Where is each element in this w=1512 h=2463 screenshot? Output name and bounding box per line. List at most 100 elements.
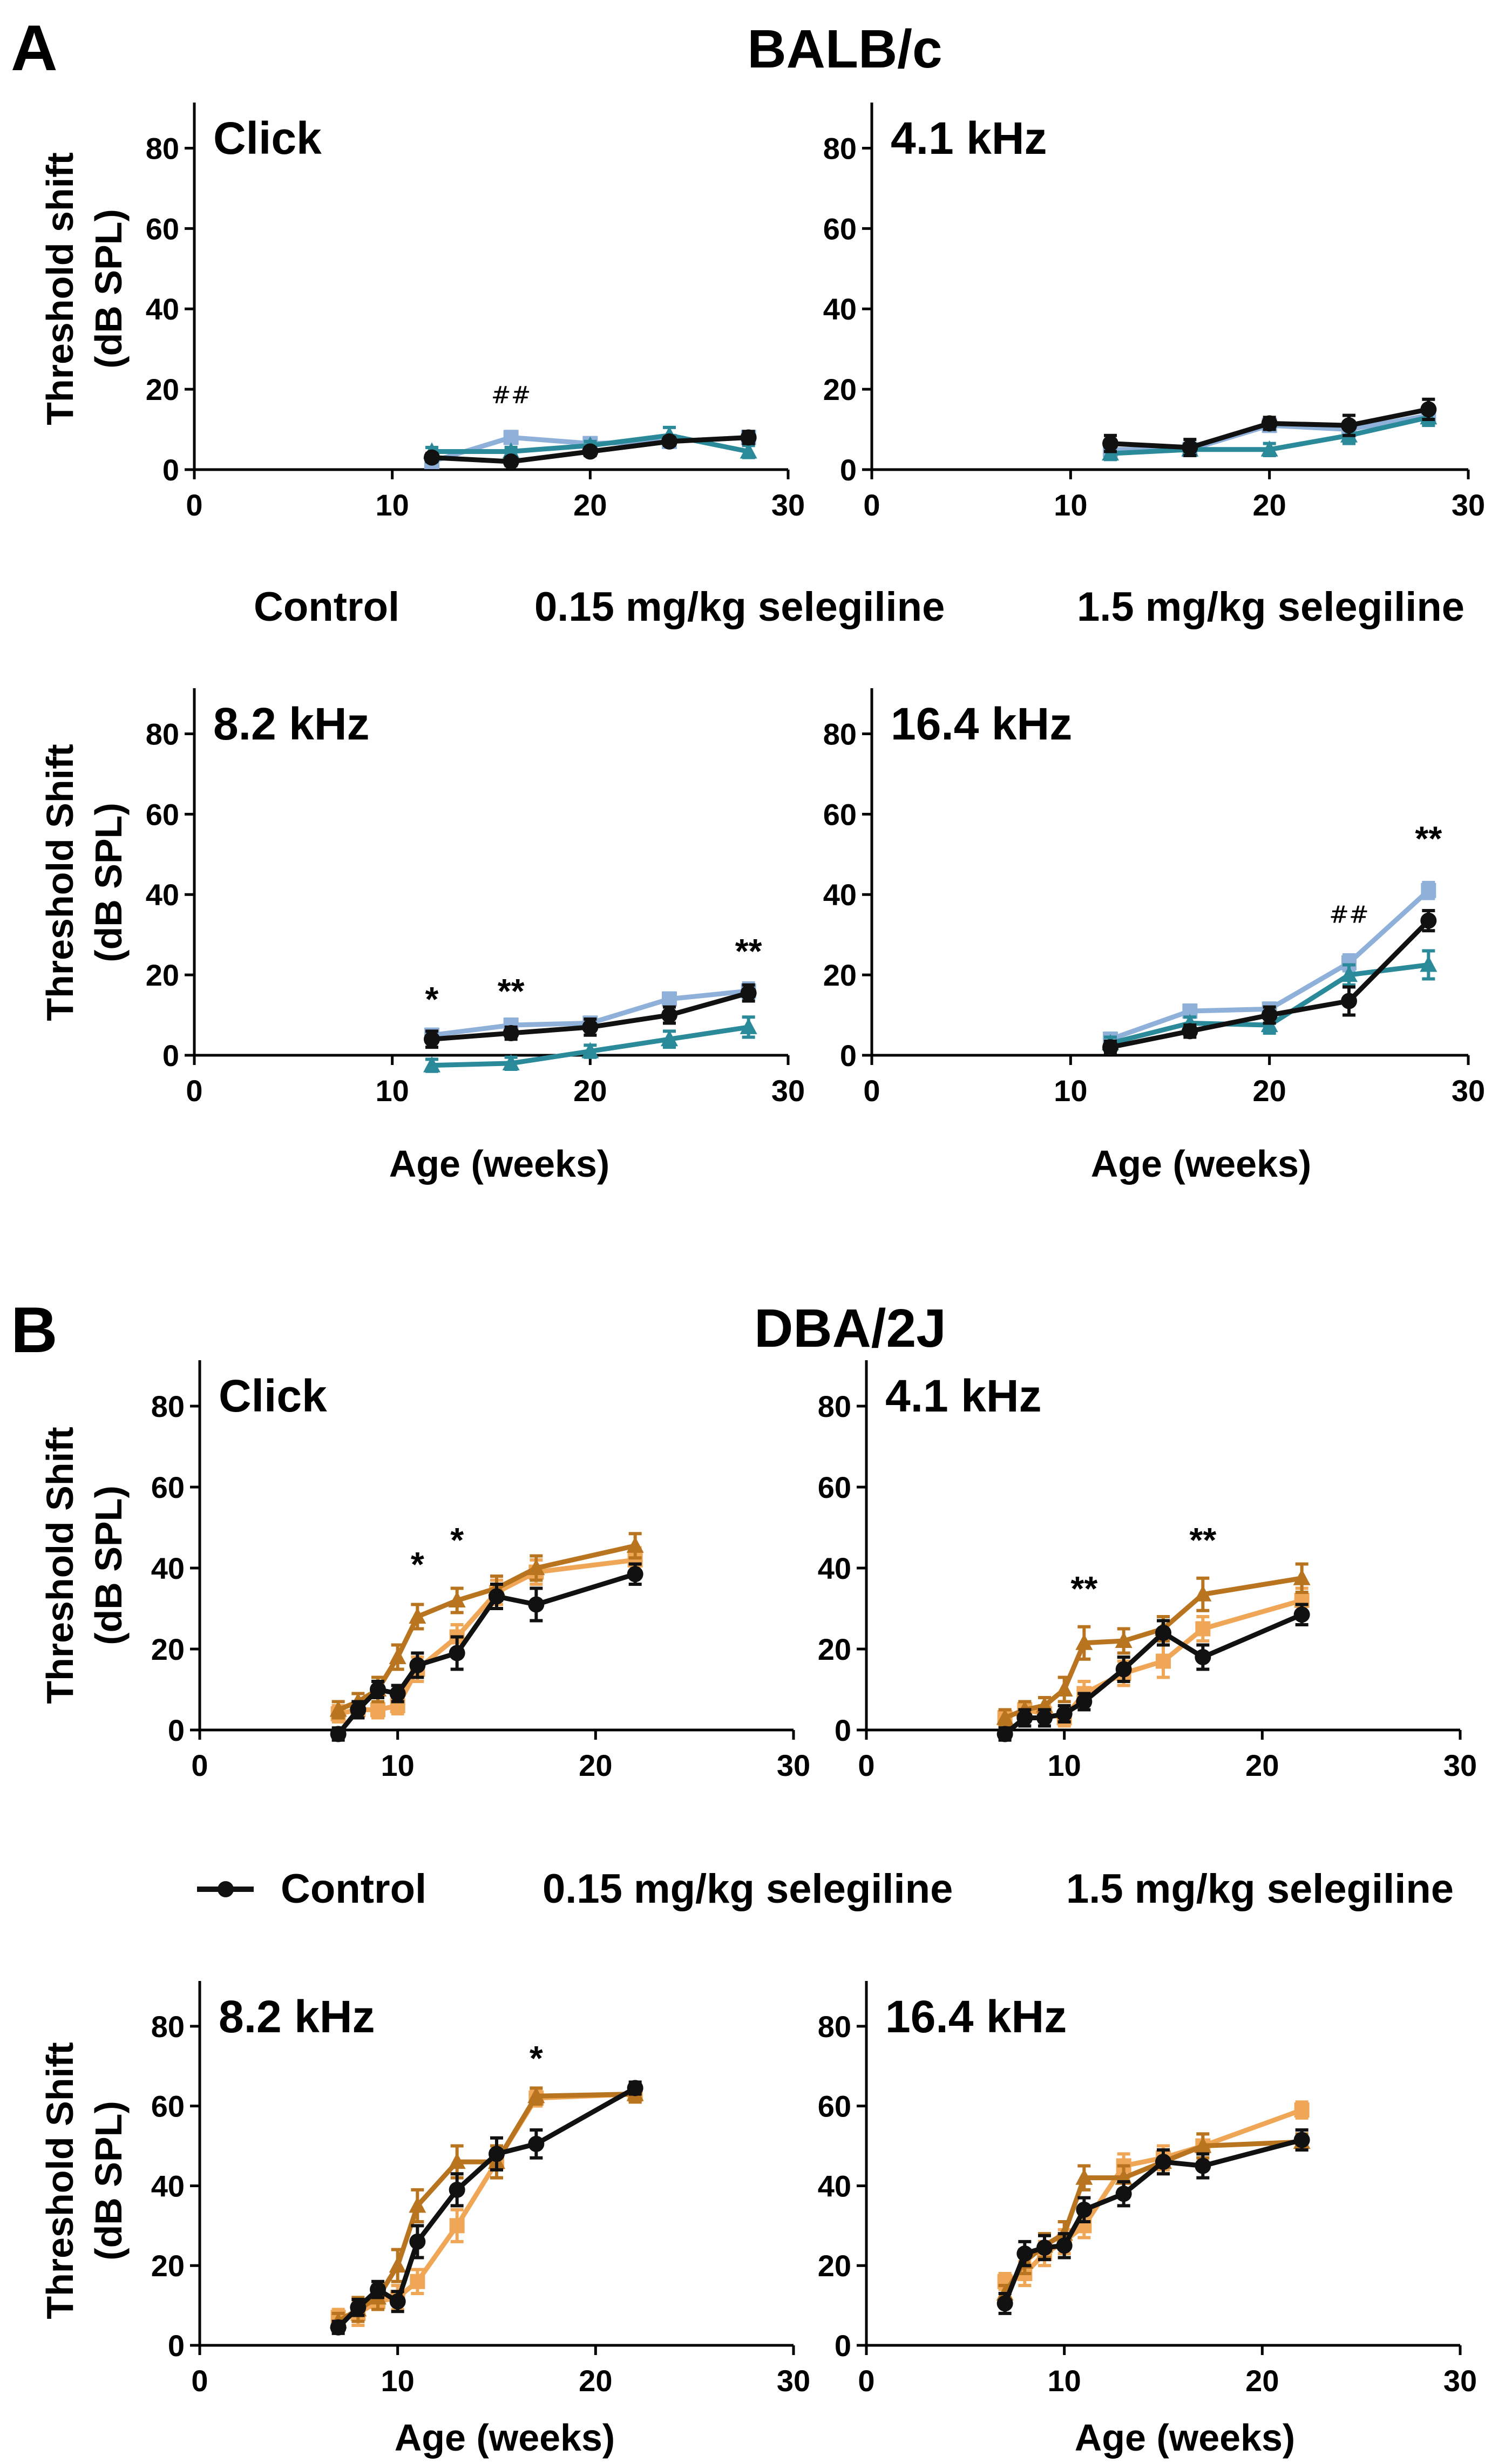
data-point xyxy=(996,1708,1014,1725)
data-point xyxy=(389,1648,406,1664)
data-point xyxy=(389,2293,406,2310)
significance-annotation: ** xyxy=(1415,819,1442,858)
significance-annotation: ## xyxy=(1329,901,1369,928)
data-point xyxy=(740,985,757,1001)
svg-text:Threshold Shift: Threshold Shift xyxy=(39,744,81,1021)
x-tick-label: 0 xyxy=(858,1748,874,1782)
data-point xyxy=(448,1591,466,1607)
x-tick-label: 20 xyxy=(1253,488,1286,522)
data-point xyxy=(1195,1649,1211,1665)
series-control xyxy=(330,2080,643,2336)
panel-dba-8khz: 0 20 40 60 80 0 10 20 30 8.2 kHz * xyxy=(151,1981,810,2398)
y-tick-label: 60 xyxy=(146,212,179,246)
x-tick-label: 0 xyxy=(863,1074,880,1108)
data-point xyxy=(662,991,677,1007)
legend-a-control: Control xyxy=(254,584,399,630)
series-control xyxy=(424,429,757,470)
panel-title: 8.2 kHz xyxy=(219,1991,375,2042)
data-point xyxy=(1341,417,1357,434)
y-tick-label: 60 xyxy=(818,1470,851,1504)
data-point xyxy=(329,1700,347,1717)
data-point xyxy=(423,1056,440,1073)
data-point xyxy=(740,442,757,459)
data-point xyxy=(1036,2239,1053,2256)
x-tick-label: 10 xyxy=(1054,488,1087,522)
data-point xyxy=(409,1657,426,1673)
data-point xyxy=(502,442,520,459)
x-tick-label: 20 xyxy=(1253,1074,1286,1108)
x-tick-label: 30 xyxy=(1452,1074,1485,1108)
y-tick-label: 0 xyxy=(840,453,857,487)
data-point xyxy=(1293,1606,1310,1623)
y-tick-label: 20 xyxy=(818,2249,851,2283)
data-point xyxy=(370,2281,386,2298)
y-tick-label: 40 xyxy=(146,292,179,326)
x-tick-label: 20 xyxy=(1245,1748,1279,1782)
panel-balbc-16khz: 0 20 40 60 80 0 10 20 30 16.4 kHz ## ** xyxy=(823,688,1485,1108)
data-point xyxy=(1075,1633,1093,1650)
data-point xyxy=(1194,1585,1212,1602)
data-point xyxy=(661,1030,678,1047)
y-tick-label: 20 xyxy=(151,2249,185,2283)
data-point xyxy=(1182,439,1198,456)
x-tick-label: 10 xyxy=(381,2364,415,2398)
y-tick-label: 20 xyxy=(818,1632,851,1666)
series-0-15-mg-kg-selegiline xyxy=(997,2100,1310,2291)
legend-b-control: Control xyxy=(281,1866,426,1912)
y-tick-label: 40 xyxy=(823,292,857,326)
legend-b: Control 0.15 mg/kg selegiline 1.5 mg/kg … xyxy=(197,1866,1454,1912)
data-point xyxy=(389,2256,406,2273)
data-point xyxy=(370,1681,386,1698)
svg-text:(dB SPL): (dB SPL) xyxy=(87,209,130,369)
data-point xyxy=(626,1536,644,1553)
data-point xyxy=(1294,2102,1310,2118)
x-tick-label: 20 xyxy=(573,488,607,522)
x-tick-label: 10 xyxy=(381,1748,415,1782)
y-tick-label: 80 xyxy=(151,2010,185,2044)
data-point xyxy=(661,433,677,450)
data-point xyxy=(1115,1661,1132,1678)
panel-title: 16.4 kHz xyxy=(891,698,1072,749)
y-tick-label: 40 xyxy=(146,878,179,912)
x-tick-label: 20 xyxy=(579,1748,612,1782)
x-tick-label: 30 xyxy=(1443,2364,1477,2398)
data-point xyxy=(1195,1621,1211,1637)
y-tick-label: 60 xyxy=(823,212,857,246)
data-point xyxy=(449,2218,465,2234)
data-point xyxy=(582,1019,599,1035)
y-tick-label: 40 xyxy=(151,2169,185,2203)
ylabel-a-top: Threshold shift (dB SPL) xyxy=(39,152,130,425)
data-point xyxy=(1115,1632,1133,1648)
y-tick-label: 20 xyxy=(823,958,857,992)
significance-annotation: * xyxy=(425,980,439,1019)
data-point xyxy=(1036,1709,1053,1726)
data-point xyxy=(1016,1709,1033,1726)
legend-b-15: 1.5 mg/kg selegiline xyxy=(1066,1866,1454,1912)
data-point xyxy=(1341,993,1357,1009)
panel-dba-16khz: 0 20 40 60 80 0 10 20 30 16.4 kHz xyxy=(818,1981,1477,2398)
svg-text:Threshold shift: Threshold shift xyxy=(39,152,81,425)
data-point xyxy=(1115,2186,1132,2202)
data-point xyxy=(449,1645,465,1661)
significance-annotation: ## xyxy=(491,382,531,409)
data-point xyxy=(1293,1569,1311,1585)
x-tick-label: 20 xyxy=(573,1074,607,1108)
data-point xyxy=(1155,2154,1171,2170)
significance-annotation: ** xyxy=(735,932,762,971)
data-point xyxy=(424,449,440,466)
x-tick-label: 10 xyxy=(1048,2364,1081,2398)
y-tick-label: 60 xyxy=(823,797,857,831)
data-point xyxy=(996,2295,1013,2312)
y-tick-label: 20 xyxy=(146,372,179,406)
data-point xyxy=(1420,912,1437,929)
y-tick-label: 0 xyxy=(168,1713,185,1747)
x-tick-label: 10 xyxy=(1048,1748,1081,1782)
y-tick-label: 0 xyxy=(840,1039,857,1073)
x-tick-label: 0 xyxy=(191,1748,208,1782)
svg-text:(dB SPL): (dB SPL) xyxy=(87,803,130,962)
data-point xyxy=(449,2181,465,2198)
ylabel-b-top: Threshold Shift (dB SPL) xyxy=(39,1427,130,1704)
data-point xyxy=(1102,435,1118,452)
